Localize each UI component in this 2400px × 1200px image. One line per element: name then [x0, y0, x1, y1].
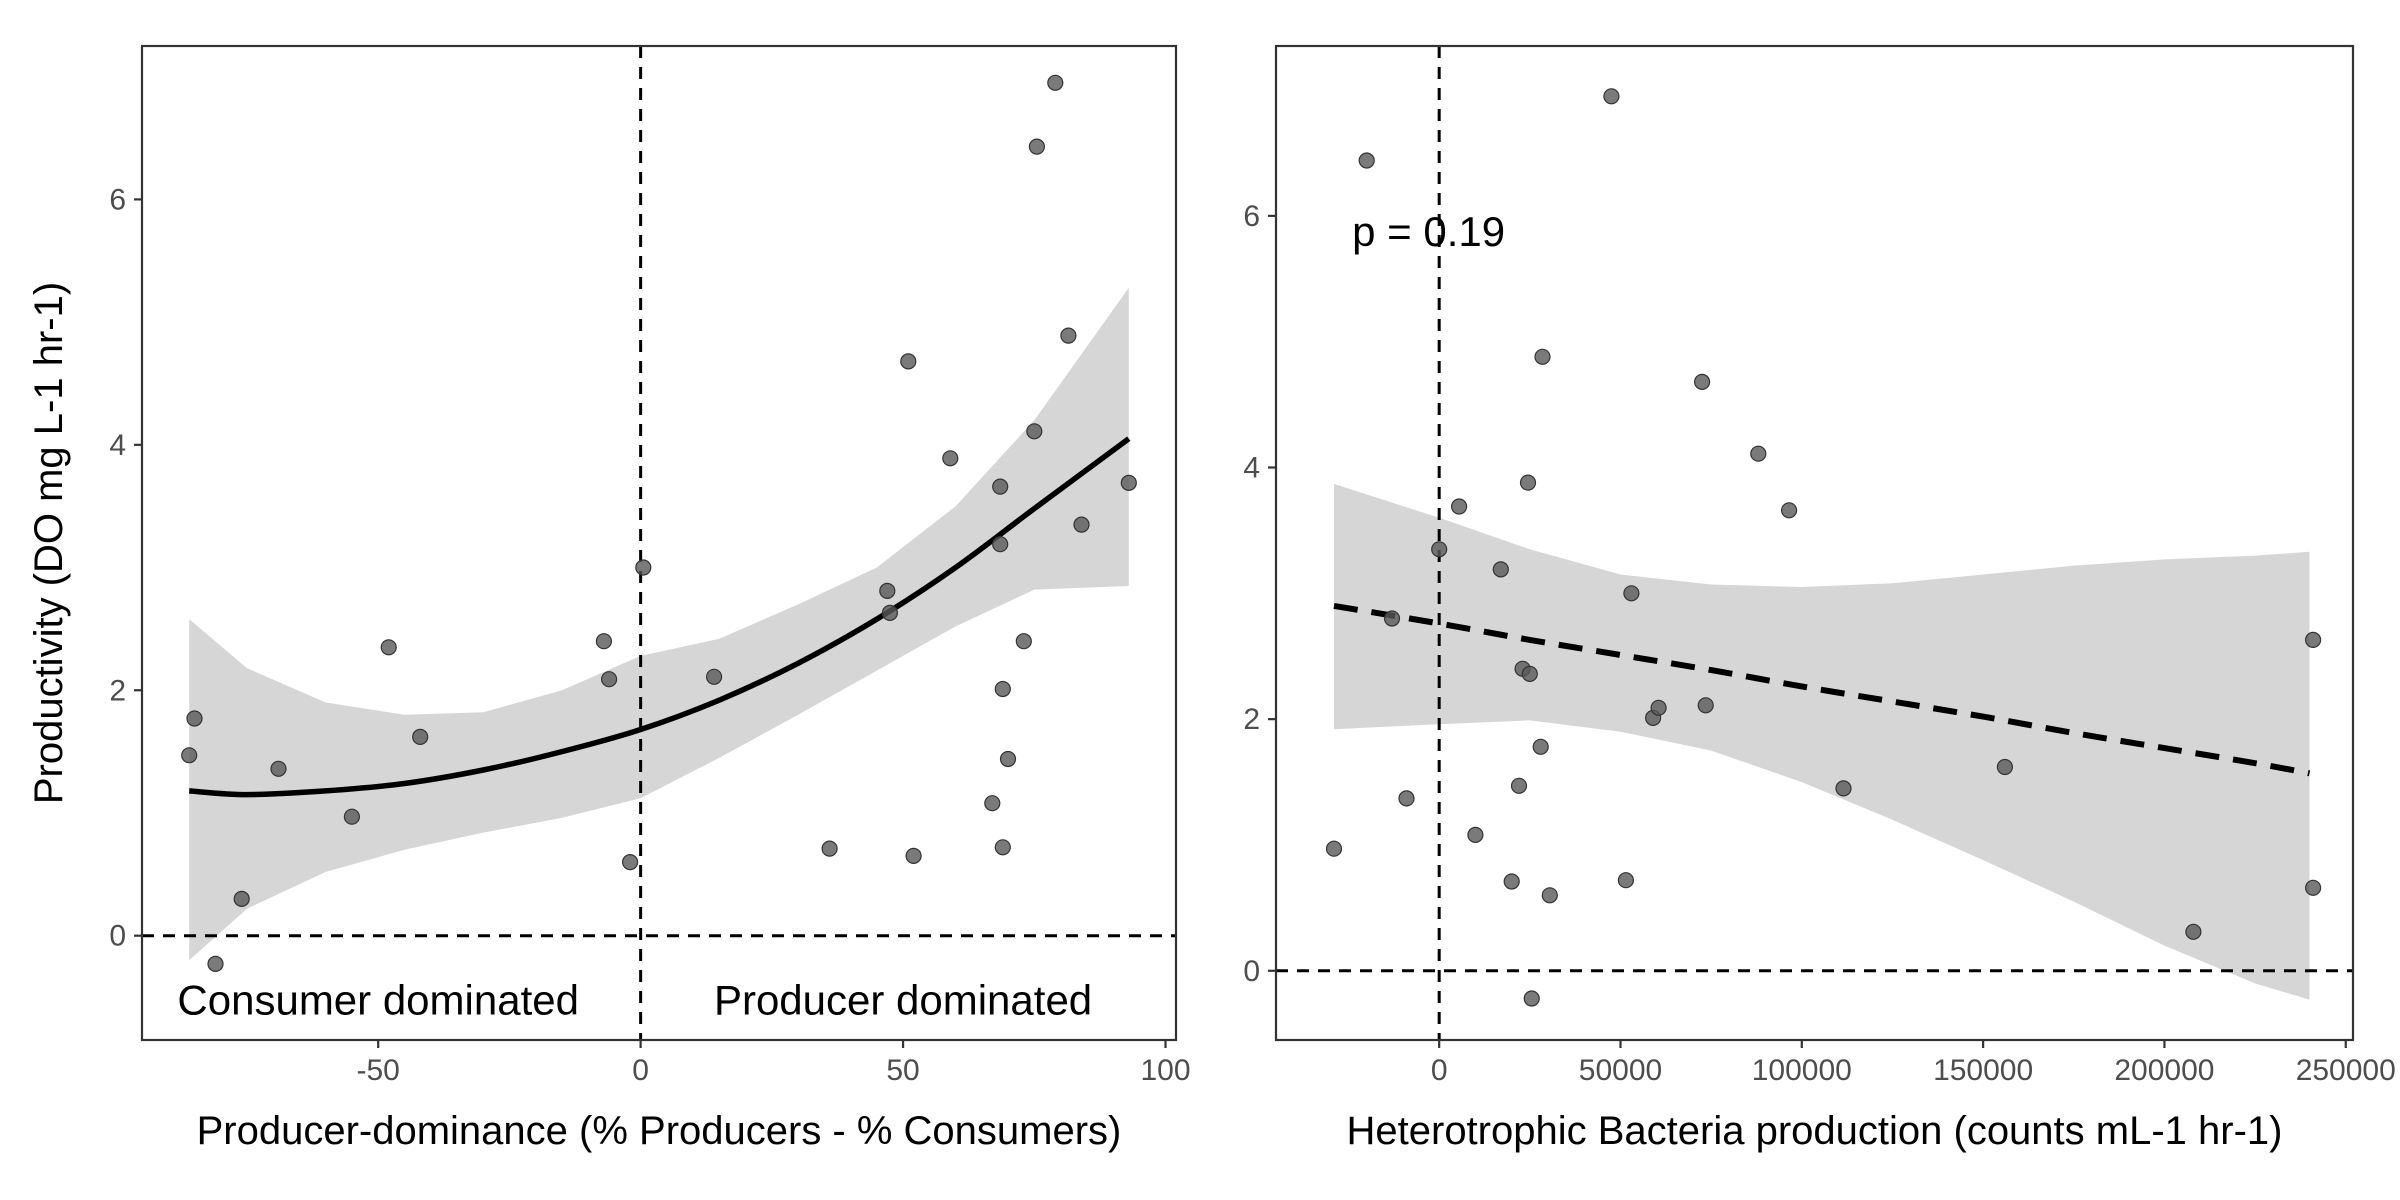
- right-panel: 0 50000 100000 150000 200000 250000 0 2 4 6 p = 0.…: [1243, 44, 2396, 1153]
- fit-line: [189, 436, 1131, 798]
- y-tick-label: 0: [109, 920, 126, 953]
- data-point: [1047, 74, 1064, 91]
- data-point: [233, 890, 250, 908]
- data-point: [2185, 923, 2202, 940]
- data-point: [2305, 879, 2322, 896]
- data-point: [984, 795, 1001, 812]
- data-point: [942, 450, 959, 467]
- x-axis-title: Heterotrophic Bacteria production (count…: [1347, 1109, 2283, 1153]
- data-point: [1996, 758, 2014, 776]
- x-tick-label: 50000: [1579, 1054, 1662, 1087]
- data-point: [900, 353, 917, 370]
- data-point: [1534, 348, 1551, 365]
- x-tick-label: 250000: [2296, 1054, 2396, 1087]
- x-tick-label: 100: [1140, 1054, 1190, 1087]
- data-point: [1492, 561, 1509, 578]
- data-point: [1617, 872, 1635, 889]
- data-point: [1697, 697, 1714, 714]
- y-axis-title: Productivity (DO mg L-1 hr-1): [27, 282, 71, 804]
- y-tick-label: 6: [109, 183, 126, 216]
- data-point: [1521, 665, 1538, 683]
- data-point: [1650, 699, 1667, 716]
- data-point: [1026, 423, 1043, 440]
- panel-border: [1274, 44, 2355, 1042]
- x-tick-label: 100000: [1752, 1054, 1852, 1087]
- data-point: [992, 536, 1009, 553]
- data-point: [821, 840, 838, 857]
- x-tick-label: 0: [632, 1054, 649, 1087]
- data-point: [1780, 502, 1798, 519]
- data-point: [595, 633, 613, 650]
- data-point: [1503, 873, 1520, 890]
- data-point: [1467, 826, 1484, 844]
- y-tick-label: 0: [1243, 955, 1260, 988]
- data-point: [879, 582, 896, 600]
- y-tick-label: 2: [109, 674, 126, 707]
- data-point: [1523, 990, 1540, 1007]
- annotation-text: Consumer dominated: [177, 977, 579, 1024]
- y-tick-label: 6: [1243, 200, 1260, 233]
- data-point: [1603, 88, 1620, 105]
- data-point: [1750, 445, 1767, 462]
- y-tick-label: 2: [1243, 703, 1260, 736]
- data-point: [1431, 541, 1448, 558]
- annotation-text: Producer dominated: [714, 977, 1092, 1024]
- data-point: [1028, 138, 1046, 155]
- data-point: [186, 710, 203, 727]
- data-point: [412, 728, 429, 746]
- data-point: [1073, 516, 1090, 533]
- data-point: [1532, 738, 1549, 755]
- data-point: [1510, 777, 1528, 794]
- data-point: [1060, 327, 1077, 344]
- left-panel: -50 0 50 100 0 2 4 6 Consumer dominated Producer …: [27, 44, 1191, 1153]
- panel-border: [140, 44, 1178, 1042]
- data-point: [881, 604, 899, 622]
- data-point: [1015, 633, 1032, 650]
- data-point: [1358, 152, 1375, 169]
- data-point: [380, 639, 397, 656]
- x-axis-title: Producer-dominance (% Producers - % Cons…: [197, 1109, 1122, 1153]
- data-point: [1120, 474, 1137, 491]
- data-point: [1450, 498, 1468, 515]
- data-point: [1398, 790, 1415, 807]
- data-point: [1693, 373, 1711, 390]
- x-tick-label: -50: [357, 1054, 400, 1087]
- x-tick-label: 0: [1431, 1054, 1448, 1087]
- y-tick-label: 4: [1243, 452, 1260, 485]
- x-tick-label: 50: [886, 1054, 919, 1087]
- data-point: [635, 559, 652, 576]
- x-tick-label: 150000: [1933, 1054, 2033, 1087]
- data-point: [1383, 610, 1401, 627]
- data-point: [621, 853, 639, 871]
- confidence-ribbon: [1334, 483, 2310, 1000]
- data-point: [270, 760, 287, 777]
- data-point: [1325, 840, 1343, 857]
- x-tick-label: 200000: [2114, 1054, 2214, 1087]
- data-point: [343, 808, 360, 825]
- data-point: [207, 955, 224, 973]
- data-point: [705, 668, 723, 685]
- annotation-text: p = 0.19: [1352, 208, 1505, 255]
- data-point: [1623, 585, 1640, 602]
- data-point: [181, 747, 198, 764]
- y-tick-label: 4: [109, 429, 126, 462]
- data-point: [994, 839, 1011, 856]
- fit-line: [1333, 602, 2311, 777]
- data-point: [999, 750, 1017, 768]
- data-point: [600, 671, 618, 688]
- data-point: [905, 847, 922, 865]
- confidence-ribbon: [189, 287, 1129, 961]
- data-point: [992, 478, 1009, 495]
- data-point: [2305, 631, 2322, 649]
- data-point: [1835, 780, 1852, 797]
- data-point: [994, 680, 1011, 698]
- data-point: [1519, 474, 1537, 491]
- data-point: [1541, 887, 1558, 904]
